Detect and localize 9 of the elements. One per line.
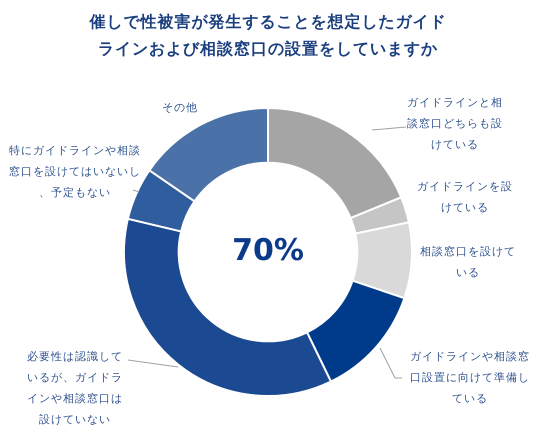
slice-label: 必要性は認識しているが、ガイドラインや相談窓口は設けていない: [27, 350, 123, 426]
slice-label: 相談窓口を設けている: [420, 244, 516, 279]
slice-label: その他: [162, 100, 198, 114]
slice-label: ガイドラインや相談窓口設置に向けて準備している: [410, 350, 530, 405]
text: 70%: [232, 232, 304, 268]
chart-title: 催しで性被害が発生することを想定したガイドラインおよび相談窓口の設置をしていますか: [88, 11, 448, 60]
slice-label: 特にガイドラインや相談窓口を設けてはいないし、予定もない: [9, 144, 141, 199]
slice-label: ガイドラインと相談窓口どちらも設けている: [407, 96, 503, 151]
slice-label: ガイドラインを設けている: [417, 180, 513, 214]
